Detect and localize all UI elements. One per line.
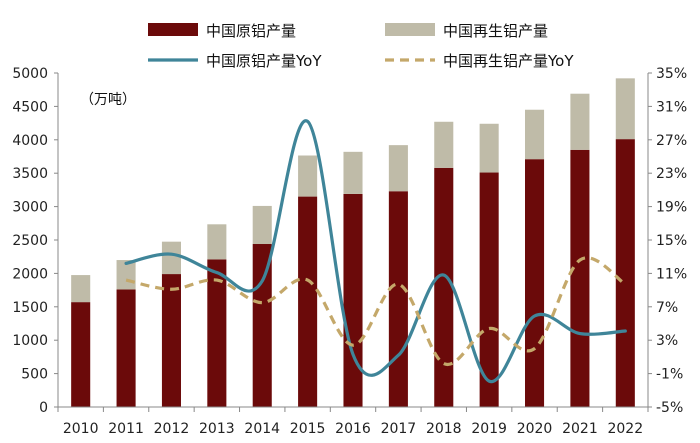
legend-item-recycled: 中国再生铝产量	[385, 22, 548, 40]
y-right-tick-label: 3%	[656, 333, 678, 349]
y-left-tick-label: 2500	[12, 233, 48, 249]
y-left-tick-label: 1500	[12, 300, 48, 316]
bar-primary-2012	[161, 274, 181, 407]
x-tick-label: 2012	[154, 421, 190, 437]
bar-recycled-2022	[615, 78, 635, 140]
legend-item-recycled-yoy: 中国再生铝产量YoY	[385, 52, 574, 70]
bar-primary-2016	[343, 193, 363, 407]
x-tick-label: 2010	[63, 421, 99, 437]
y-right-tick-label: 27%	[656, 133, 687, 149]
bar-recycled-2012	[161, 241, 181, 275]
x-tick-label: 2020	[517, 421, 553, 437]
x-tick-label: 2022	[607, 421, 643, 437]
legend-item-primary: 中国原铝产量	[148, 22, 296, 40]
line-primary-yoy	[124, 119, 627, 383]
y-right-tick-label: -5%	[656, 400, 683, 416]
bar-primary-2014	[252, 244, 272, 407]
bar-recycled-2010	[71, 275, 91, 303]
y-left-tick-label: 3500	[12, 166, 48, 182]
bar-primary-2019	[479, 172, 499, 407]
bar-primary-2020	[525, 159, 545, 407]
bar-primary-2010	[71, 302, 91, 407]
y-right-tick-label: 31%	[656, 99, 687, 115]
y-left-tick-label: 3000	[12, 200, 48, 216]
bar-recycled-2015	[298, 155, 318, 197]
bar-primary-2018	[434, 167, 454, 407]
lines-layer	[124, 119, 627, 383]
legend-label: 中国再生铝产量YoY	[443, 52, 574, 70]
legend-label: 中国再生铝产量	[443, 22, 548, 40]
y-right-tick-label: -1%	[656, 367, 683, 383]
bar-recycled-2017	[388, 145, 408, 192]
y-right-tick-label: 15%	[656, 233, 687, 249]
x-tick-label: 2016	[335, 421, 371, 437]
x-tick-label: 2014	[244, 421, 280, 437]
y-right-tick-label: 35%	[656, 66, 687, 82]
x-tick-label: 2021	[562, 421, 598, 437]
bar-recycled-2018	[434, 121, 454, 168]
legend-swatch	[385, 23, 435, 36]
y-right-tick-label: 23%	[656, 166, 687, 182]
y-right-tick-label: 7%	[656, 300, 678, 316]
bar-recycled-2020	[525, 109, 545, 160]
line-recycled-yoy	[125, 256, 627, 366]
bar-primary-2017	[388, 191, 408, 407]
x-tick-label: 2017	[381, 421, 417, 437]
legend-label: 中国原铝产量	[206, 22, 296, 40]
x-tick-label: 2018	[426, 421, 462, 437]
bars-layer	[71, 78, 635, 407]
x-tick-label: 2019	[471, 421, 507, 437]
legend-label: 中国原铝产量YoY	[206, 52, 322, 70]
x-tick-label: 2013	[199, 421, 235, 437]
bar-recycled-2016	[343, 151, 363, 194]
x-tick-label: 2011	[108, 421, 144, 437]
y-left-tick-label: 500	[21, 367, 48, 383]
bar-recycled-2019	[479, 123, 499, 173]
y-left-tick-label: 0	[39, 400, 48, 416]
y-right-tick-label: 11%	[656, 266, 687, 282]
y-left-tick-label: 2000	[12, 266, 48, 282]
bar-primary-2015	[298, 196, 318, 407]
legend-item-primary-yoy: 中国原铝产量YoY	[148, 52, 322, 70]
axes-layer: 0 500 1000 1500 2000 2500 3000 3500 4000 4500 5000…	[12, 66, 687, 437]
bar-primary-2013	[207, 259, 227, 407]
y-right-tick-label: 19%	[656, 200, 687, 216]
y-left-tick-label: 4000	[12, 133, 48, 149]
bar-recycled-2021	[570, 93, 590, 150]
y-axis-unit-label: （万吨）	[80, 92, 136, 108]
bar-primary-2022	[615, 139, 635, 407]
bar-primary-2011	[116, 289, 136, 407]
bar-primary-2021	[570, 149, 590, 407]
y-left-tick-label: 5000	[12, 66, 48, 82]
legend-swatch	[148, 23, 198, 36]
bar-recycled-2013	[207, 224, 227, 260]
y-left-tick-label: 4500	[12, 99, 48, 115]
x-tick-label: 2015	[290, 421, 326, 437]
bar-recycled-2014	[252, 205, 272, 245]
y-left-tick-label: 1000	[12, 333, 48, 349]
